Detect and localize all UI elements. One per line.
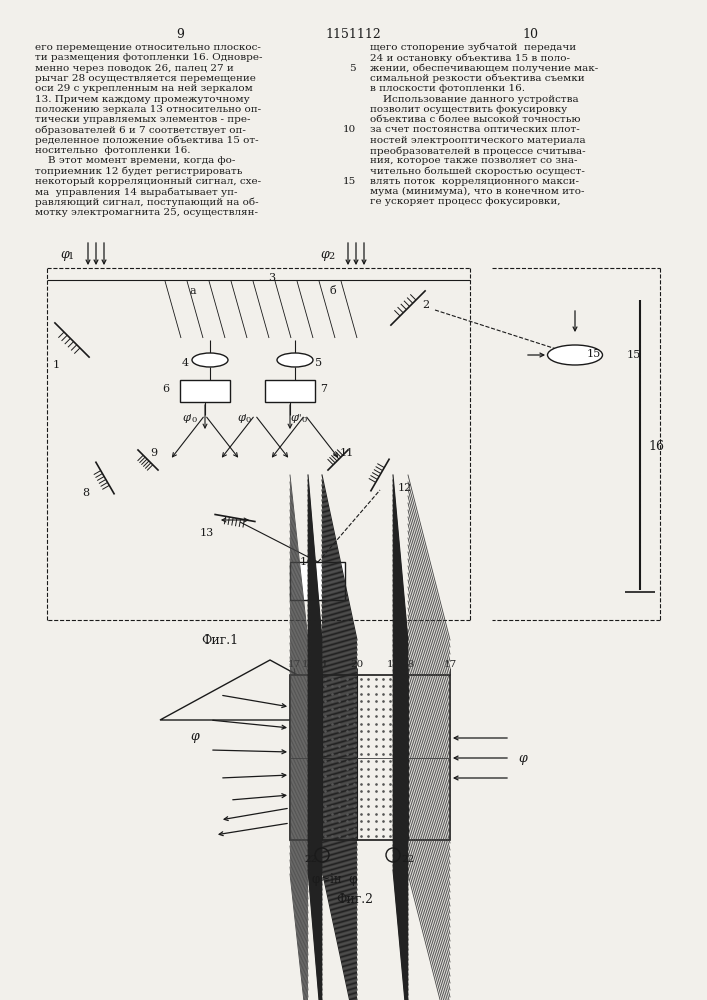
Text: менно через поводок 26, палец 27 и: менно через поводок 26, палец 27 и xyxy=(35,64,234,73)
Text: φ: φ xyxy=(290,413,298,423)
Text: 13: 13 xyxy=(200,528,214,538)
Text: позволит осуществить фокусировку: позволит осуществить фокусировку xyxy=(370,105,567,114)
Text: 10: 10 xyxy=(343,125,356,134)
Text: ределенное положение объектива 15 от-: ределенное положение объектива 15 от- xyxy=(35,136,259,145)
Bar xyxy=(290,675,450,840)
Text: 22: 22 xyxy=(304,855,317,864)
Bar xyxy=(265,380,315,402)
Text: 18: 18 xyxy=(402,660,414,669)
Text: жении, обеспечивающем получение мак-: жении, обеспечивающем получение мак- xyxy=(370,64,598,73)
Text: 1151112: 1151112 xyxy=(325,28,381,41)
Text: щего стопорение зубчатой  передачи: щего стопорение зубчатой передачи xyxy=(370,43,576,52)
Text: 16: 16 xyxy=(648,440,664,453)
Text: его перемещение относительно плоскос-: его перемещение относительно плоскос- xyxy=(35,43,261,52)
Text: преобразователей в процессе считыва-: преобразователей в процессе считыва- xyxy=(370,146,585,155)
Text: 22: 22 xyxy=(401,855,414,864)
Text: 19: 19 xyxy=(386,660,399,669)
Text: 7: 7 xyxy=(320,384,327,394)
Text: 1: 1 xyxy=(68,252,74,261)
Text: 0: 0 xyxy=(301,416,306,424)
Text: 11: 11 xyxy=(340,448,354,458)
Text: 0: 0 xyxy=(191,416,197,424)
Text: φ: φ xyxy=(237,413,245,423)
Text: 1: 1 xyxy=(53,360,60,370)
Text: 14: 14 xyxy=(300,557,314,567)
Text: 18: 18 xyxy=(301,660,315,669)
Text: 9: 9 xyxy=(150,448,157,458)
Text: φ: φ xyxy=(60,248,69,261)
Text: 12: 12 xyxy=(398,483,412,493)
Text: топриемник 12 будет регистрировать: топриемник 12 будет регистрировать xyxy=(35,167,243,176)
Bar xyxy=(180,380,230,402)
Text: 10: 10 xyxy=(522,28,538,41)
Text: 13. Причем каждому промежуточному: 13. Причем каждому промежуточному xyxy=(35,95,250,104)
Text: ностей электрооптического материала: ностей электрооптического материала xyxy=(370,136,585,145)
Text: образователей 6 и 7 соответствует оп-: образователей 6 и 7 соответствует оп- xyxy=(35,125,246,135)
Text: 6: 6 xyxy=(162,384,169,394)
Text: 9: 9 xyxy=(176,28,184,41)
Text: 17: 17 xyxy=(443,660,457,669)
Text: чительно большей скоростью осущест-: чительно большей скоростью осущест- xyxy=(370,167,585,176)
Text: равляющий сигнал, поступающий на об-: равляющий сигнал, поступающий на об- xyxy=(35,198,259,207)
Text: 4: 4 xyxy=(182,358,189,368)
Text: 15: 15 xyxy=(343,177,356,186)
Text: 2: 2 xyxy=(328,252,334,261)
Text: ти размещения фотопленки 16. Одновре-: ти размещения фотопленки 16. Одновре- xyxy=(35,53,262,62)
Text: φ: φ xyxy=(320,248,329,261)
Text: 5: 5 xyxy=(315,358,322,368)
Text: 17: 17 xyxy=(287,660,300,669)
Text: мотку электромагнита 25, осуществлян-: мотку электромагнита 25, осуществлян- xyxy=(35,208,258,217)
Text: φ: φ xyxy=(182,413,189,423)
Text: 2: 2 xyxy=(422,300,429,310)
Text: 15: 15 xyxy=(627,350,641,360)
Ellipse shape xyxy=(192,353,228,367)
Text: рычаг 28 осуществляется перемещение: рычаг 28 осуществляется перемещение xyxy=(35,74,256,83)
Text: 5: 5 xyxy=(349,64,356,73)
Text: носительно  фотопленки 16.: носительно фотопленки 16. xyxy=(35,146,190,155)
Text: 24 и остановку объектива 15 в поло-: 24 и остановку объектива 15 в поло- xyxy=(370,53,570,63)
Text: влять поток  корреляционного макси-: влять поток корреляционного макси- xyxy=(370,177,579,186)
Text: оси 29 с укрепленным на ней зеркалом: оси 29 с укрепленным на ней зеркалом xyxy=(35,84,252,93)
Text: ': ' xyxy=(244,413,247,422)
Text: 8: 8 xyxy=(82,488,89,498)
Bar xyxy=(290,562,345,600)
Text: ': ' xyxy=(197,733,200,742)
Text: 20: 20 xyxy=(351,660,363,669)
Text: некоторый корреляционный сигнал, схе-: некоторый корреляционный сигнал, схе- xyxy=(35,177,261,186)
Text: Использование данного устройства: Использование данного устройства xyxy=(370,95,578,104)
Text: симальной резкости объектива съемки: симальной резкости объектива съемки xyxy=(370,74,585,83)
Text: ма  управления 14 вырабатывает уп-: ма управления 14 вырабатывает уп- xyxy=(35,187,238,197)
Text: Фиг.2: Фиг.2 xyxy=(337,893,373,906)
Ellipse shape xyxy=(547,345,602,365)
Ellipse shape xyxy=(277,353,313,367)
Text: мума (минимума), что в конечном ито-: мума (минимума), что в конечном ито- xyxy=(370,187,585,196)
Text: тически управляемых элементов - пре-: тически управляемых элементов - пре- xyxy=(35,115,250,124)
Text: ': ' xyxy=(189,413,192,422)
Text: 0: 0 xyxy=(246,416,251,424)
Text: б: б xyxy=(330,286,337,296)
Text: φ≈iн  φ: φ≈iн φ xyxy=(312,873,358,886)
Text: а: а xyxy=(190,286,197,296)
Text: φ: φ xyxy=(518,752,527,765)
Text: В этот момент времени, когда фо-: В этот момент времени, когда фо- xyxy=(35,156,235,165)
Text: 15: 15 xyxy=(587,349,601,359)
Text: положению зеркала 13 относительно оп-: положению зеркала 13 относительно оп- xyxy=(35,105,261,114)
Text: 21: 21 xyxy=(315,660,329,669)
Text: объектива с более высокой точностью: объектива с более высокой точностью xyxy=(370,115,580,124)
Text: ге ускоряет процесс фокусировки,: ге ускоряет процесс фокусировки, xyxy=(370,198,561,207)
Text: ния, которое также позволяет со зна-: ния, которое также позволяет со зна- xyxy=(370,156,578,165)
Text: 3: 3 xyxy=(268,273,275,283)
Text: в плоскости фотопленки 16.: в плоскости фотопленки 16. xyxy=(370,84,525,93)
Text: φ: φ xyxy=(190,730,199,743)
Text: ": " xyxy=(297,413,302,422)
Text: за счет постоянства оптических плот-: за счет постоянства оптических плот- xyxy=(370,125,580,134)
Text: Фиг.1: Фиг.1 xyxy=(201,634,238,647)
